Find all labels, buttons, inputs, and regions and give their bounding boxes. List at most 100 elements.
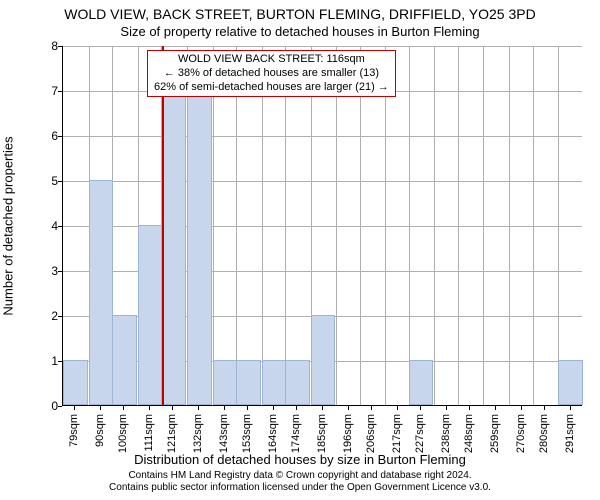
property-marker-line — [162, 46, 164, 405]
grid-line-v — [509, 46, 510, 405]
x-tick-mark — [273, 406, 274, 410]
y-tick-label: 7 — [44, 84, 58, 98]
x-tick-label: 248sqm — [463, 414, 475, 453]
x-tick-mark — [224, 406, 225, 410]
x-tick-label: 259sqm — [489, 414, 501, 453]
x-tick-mark — [247, 406, 248, 410]
y-tick-mark — [58, 46, 62, 47]
grid-line-v — [409, 46, 410, 405]
x-tick-label: 291sqm — [564, 414, 576, 453]
y-tick-label: 5 — [44, 174, 58, 188]
histogram-bar — [112, 315, 137, 405]
x-tick-label: 270sqm — [515, 414, 527, 453]
x-tick-label: 238sqm — [440, 414, 452, 453]
histogram-bar — [262, 360, 287, 405]
footer-line-2: Contains public sector information licen… — [0, 482, 600, 494]
x-tick-mark — [469, 406, 470, 410]
x-tick-label: 121sqm — [166, 414, 178, 453]
histogram-bar — [213, 360, 238, 405]
y-tick-mark — [58, 406, 62, 407]
y-tick-label: 1 — [44, 354, 58, 368]
x-tick-label: 217sqm — [391, 414, 403, 453]
x-tick-mark — [198, 406, 199, 410]
annotation-box: WOLD VIEW BACK STREET: 116sqm ← 38% of d… — [147, 50, 396, 97]
x-tick-mark — [446, 406, 447, 410]
grid-line-v — [336, 46, 337, 405]
x-tick-mark — [123, 406, 124, 410]
y-axis-label: Number of detached properties — [1, 136, 16, 315]
grid-line-v — [458, 46, 459, 405]
x-tick-label: 111sqm — [143, 414, 155, 452]
x-tick-label: 185sqm — [316, 414, 328, 453]
annotation-line-2: ← 38% of detached houses are smaller (13… — [154, 67, 389, 81]
histogram-bar — [558, 360, 583, 405]
x-tick-mark — [371, 406, 372, 410]
grid-line-v — [385, 46, 386, 405]
figure: WOLD VIEW, BACK STREET, BURTON FLEMING, … — [0, 0, 600, 500]
x-tick-label: 196sqm — [342, 414, 354, 453]
annotation-line-1: WOLD VIEW BACK STREET: 116sqm — [154, 53, 389, 67]
x-tick-mark — [348, 406, 349, 410]
grid-line-v — [236, 46, 237, 405]
footer-attribution: Contains HM Land Registry data © Crown c… — [0, 470, 600, 494]
x-tick-label: 132sqm — [192, 414, 204, 453]
y-tick-label: 8 — [44, 39, 58, 53]
histogram-bar — [285, 360, 310, 405]
grid-line-h — [63, 136, 582, 137]
x-tick-label: 227sqm — [414, 414, 426, 453]
y-tick-mark — [58, 181, 62, 182]
grid-line-v — [213, 46, 214, 405]
grid-line-v — [483, 46, 484, 405]
y-tick-mark — [58, 271, 62, 272]
x-tick-label: 164sqm — [267, 414, 279, 453]
x-tick-label: 153sqm — [241, 414, 253, 453]
x-tick-label: 174sqm — [290, 414, 302, 453]
x-tick-mark — [420, 406, 421, 410]
figure-subtitle: Size of property relative to detached ho… — [0, 24, 600, 39]
x-tick-mark — [544, 406, 545, 410]
y-tick-mark — [58, 226, 62, 227]
histogram-bar — [187, 90, 212, 405]
histogram-bar — [409, 360, 434, 405]
x-tick-mark — [172, 406, 173, 410]
x-tick-label: 280sqm — [538, 414, 550, 453]
x-tick-mark — [149, 406, 150, 410]
x-tick-label: 143sqm — [218, 414, 230, 453]
x-tick-mark — [495, 406, 496, 410]
y-tick-mark — [58, 136, 62, 137]
figure-title-address: WOLD VIEW, BACK STREET, BURTON FLEMING, … — [0, 6, 600, 22]
x-tick-label: 100sqm — [117, 414, 129, 453]
histogram-bar — [89, 180, 114, 405]
y-tick-label: 3 — [44, 264, 58, 278]
grid-line-v — [434, 46, 435, 405]
y-tick-label: 4 — [44, 219, 58, 233]
annotation-line-3: 62% of semi-detached houses are larger (… — [154, 81, 389, 95]
x-tick-mark — [521, 406, 522, 410]
y-tick-mark — [58, 361, 62, 362]
histogram-bar — [236, 360, 261, 405]
x-tick-mark — [570, 406, 571, 410]
grid-line-v — [558, 46, 559, 405]
grid-line-v — [285, 46, 286, 405]
grid-line-v — [360, 46, 361, 405]
grid-line-h — [63, 181, 582, 182]
grid-line-h — [63, 46, 582, 47]
x-tick-mark — [322, 406, 323, 410]
x-tick-mark — [74, 406, 75, 410]
histogram-bar — [161, 90, 186, 405]
y-tick-mark — [58, 91, 62, 92]
histogram-bar — [311, 315, 336, 405]
x-tick-label: 90sqm — [94, 414, 106, 447]
y-tick-label: 6 — [44, 129, 58, 143]
x-tick-mark — [100, 406, 101, 410]
y-tick-label: 0 — [44, 399, 58, 413]
histogram-bar — [138, 225, 163, 405]
y-tick-label: 2 — [44, 309, 58, 323]
x-tick-mark — [397, 406, 398, 410]
plot-area: WOLD VIEW BACK STREET: 116sqm ← 38% of d… — [62, 46, 582, 406]
histogram-bar — [63, 360, 88, 405]
grid-line-v — [262, 46, 263, 405]
grid-line-v — [533, 46, 534, 405]
footer-line-1: Contains HM Land Registry data © Crown c… — [0, 470, 600, 482]
y-tick-mark — [58, 316, 62, 317]
